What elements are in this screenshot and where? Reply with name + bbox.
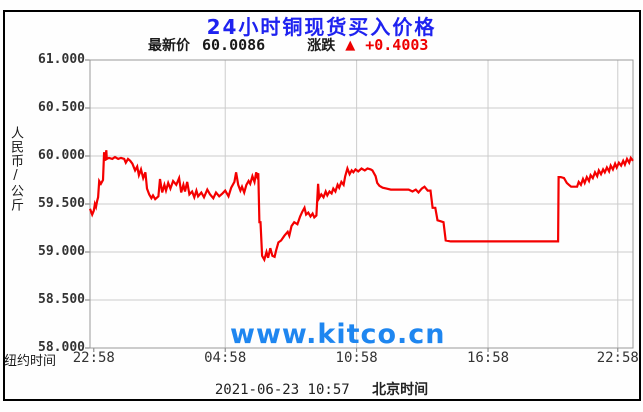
y-tick-label: 58.000: [38, 340, 85, 355]
y-tick-label: 60.500: [38, 100, 85, 115]
plot-border: [89, 59, 634, 349]
beijing-timestamp: 2021-06-23 10:57: [214, 382, 350, 398]
y-tick-label: 59.000: [38, 244, 85, 259]
kitco-watermark: www.kitco.cn: [230, 319, 446, 350]
y-tick-label: 58.500: [38, 292, 85, 307]
y-tick-label: 60.000: [38, 148, 85, 163]
y-axis-unit-label: 人民币/公斤: [8, 126, 23, 212]
footer-timestamp-row: 2021-06-23 10:57 北京时间: [0, 379, 643, 399]
x-tick-label: 04:58: [204, 350, 247, 366]
up-triangle-icon: ▲: [345, 37, 356, 53]
change-label: 涨跌: [307, 38, 336, 54]
beijing-timezone-label: 北京时间: [372, 382, 429, 398]
latest-price-row: 最新价 60.0086 涨跌 ▲ +0.4003: [148, 35, 428, 55]
latest-price-value: 60.0086: [202, 36, 266, 54]
latest-price-label: 最新价: [148, 38, 190, 54]
y-tick-label: 61.000: [38, 52, 85, 67]
x-tick-label: 22:58: [596, 350, 639, 366]
x-axis-timezone-label: 纽约时间: [4, 354, 57, 369]
x-tick-label: 22:58: [72, 350, 115, 366]
price-line: [88, 150, 634, 263]
x-tick-label: 10:58: [335, 350, 378, 366]
y-tick-label: 59.500: [38, 196, 85, 211]
chart-outer-border: [3, 10, 641, 401]
chart-title: 24小时铜现货买入价格: [206, 15, 437, 39]
x-tick-label: 16:58: [466, 350, 510, 366]
change-value: +0.4003: [365, 36, 429, 54]
